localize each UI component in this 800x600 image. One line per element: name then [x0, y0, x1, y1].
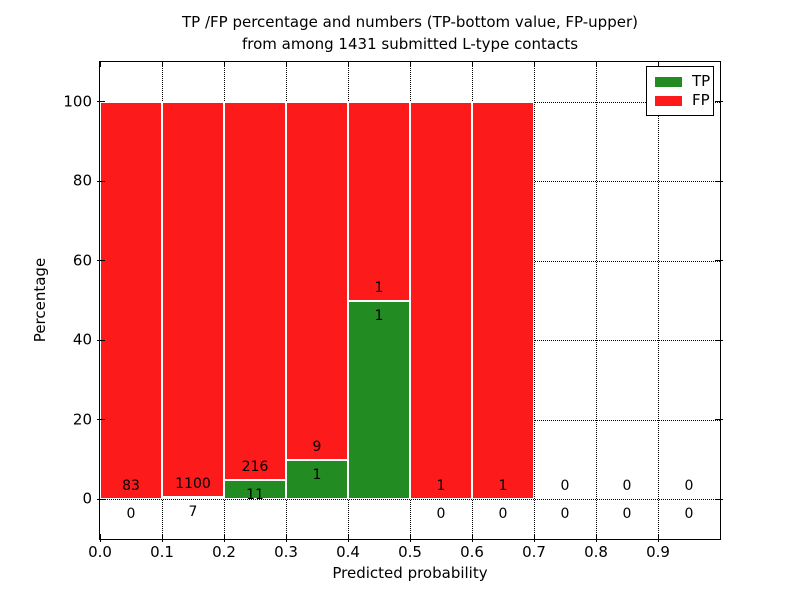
y-tick-mark [97, 260, 105, 262]
bar-segment-tp [348, 300, 410, 500]
y-tick-label: 40 [72, 330, 92, 349]
y-tick-mark [97, 498, 105, 500]
x-tick-mark [223, 62, 225, 67]
y-tick-mark [715, 339, 723, 341]
grid-line-vertical [534, 62, 535, 539]
y-tick-label: 100 [63, 92, 92, 111]
x-tick-mark [533, 62, 535, 67]
legend-label-tp: TP [692, 72, 711, 90]
x-tick-label: 0.2 [212, 543, 236, 561]
x-tick-mark [347, 534, 349, 542]
tp-count-label: 11 [246, 486, 264, 503]
fp-count-label: 0 [560, 478, 570, 495]
tp-count-label: 1 [312, 466, 322, 483]
legend-item-fp: FP [655, 91, 710, 110]
x-tick-label: 0.6 [460, 543, 484, 561]
chart-title-line1: TP /FP percentage and numbers (TP-bottom… [182, 13, 638, 31]
y-tick-mark [97, 339, 105, 341]
y-tick-label: 0 [82, 489, 92, 508]
y-axis-label: Percentage [31, 257, 49, 343]
fp-count-label: 83 [122, 478, 140, 495]
legend-item-tp: TP [655, 72, 711, 91]
legend-label-fp: FP [692, 91, 710, 109]
x-tick-mark [409, 534, 411, 542]
x-tick-mark [161, 534, 163, 542]
tp-count-label: 0 [560, 506, 570, 523]
y-tick-mark [97, 180, 105, 182]
grid-line-vertical [658, 62, 659, 539]
x-tick-mark [223, 534, 225, 542]
chart-title-line2: from among 1431 submitted L-type contact… [241, 35, 579, 53]
tp-count-label: 0 [622, 506, 632, 523]
x-tick-label: 0.4 [336, 543, 360, 561]
plot-area: TP FP 83 0 1100 7 216 11 9 1 1 1 1 0 1 0 0 0 0 0 0 0 [97, 61, 723, 542]
x-tick-mark [657, 534, 659, 542]
tp-count-label: 0 [126, 506, 136, 523]
y-tick-mark [715, 180, 723, 182]
x-axis-label: Predicted probability [332, 564, 488, 582]
fp-swatch-icon [655, 95, 682, 106]
x-tick-label: 0.0 [88, 543, 112, 561]
bar-segment-fp [162, 101, 224, 497]
x-tick-mark [285, 534, 287, 542]
fp-count-label: 0 [684, 478, 694, 495]
x-tick-mark [595, 534, 597, 542]
y-tick-label: 80 [72, 171, 92, 190]
fp-count-label: 0 [622, 478, 632, 495]
fp-count-label: 1 [374, 279, 384, 296]
fp-count-label: 216 [241, 458, 269, 475]
x-tick-label: 0.7 [522, 543, 546, 561]
x-tick-mark [161, 62, 163, 67]
y-tick-mark [715, 419, 723, 421]
fp-count-label: 1100 [175, 475, 211, 492]
bar-segment-fp [100, 101, 162, 500]
bar-segment-tp [162, 496, 224, 500]
x-tick-mark [533, 534, 535, 542]
x-tick-label: 0.3 [274, 543, 298, 561]
y-tick-label: 20 [72, 410, 92, 429]
x-tick-mark [657, 62, 659, 67]
tp-count-label: 0 [498, 506, 508, 523]
x-tick-mark [471, 534, 473, 542]
bar-segment-fp [224, 101, 286, 480]
fp-count-label: 9 [312, 438, 322, 455]
y-tick-mark [97, 419, 105, 421]
fp-count-label: 1 [498, 478, 508, 495]
legend: TP FP [646, 66, 714, 116]
x-tick-mark [285, 62, 287, 67]
x-tick-mark [347, 62, 349, 67]
grid-line-vertical [596, 62, 597, 539]
x-tick-mark [595, 62, 597, 67]
x-tick-mark [409, 62, 411, 67]
x-tick-label: 0.9 [646, 543, 670, 561]
y-tick-mark [715, 260, 723, 262]
bar-segment-fp [472, 101, 534, 500]
x-tick-label: 0.8 [584, 543, 608, 561]
y-tick-label: 60 [72, 251, 92, 270]
x-tick-mark [99, 534, 101, 542]
x-tick-label: 0.1 [150, 543, 174, 561]
x-tick-mark [471, 62, 473, 67]
tp-swatch-icon [655, 76, 682, 87]
y-tick-mark [97, 101, 105, 103]
tp-count-label: 1 [374, 307, 384, 324]
x-tick-mark [99, 62, 101, 67]
bar-segment-tp [286, 459, 348, 500]
fp-count-label: 1 [436, 478, 446, 495]
tp-count-label: 7 [188, 503, 198, 520]
y-tick-mark [715, 101, 723, 103]
bar-segment-fp [286, 101, 348, 460]
bar-segment-fp [410, 101, 472, 500]
x-tick-label: 0.5 [398, 543, 422, 561]
bar-segment-tp [224, 479, 286, 500]
bar-segment-fp [348, 101, 410, 301]
tp-count-label: 0 [684, 506, 694, 523]
tp-count-label: 0 [436, 506, 446, 523]
chart-title: TP /FP percentage and numbers (TP-bottom… [100, 11, 720, 55]
y-tick-mark [715, 498, 723, 500]
